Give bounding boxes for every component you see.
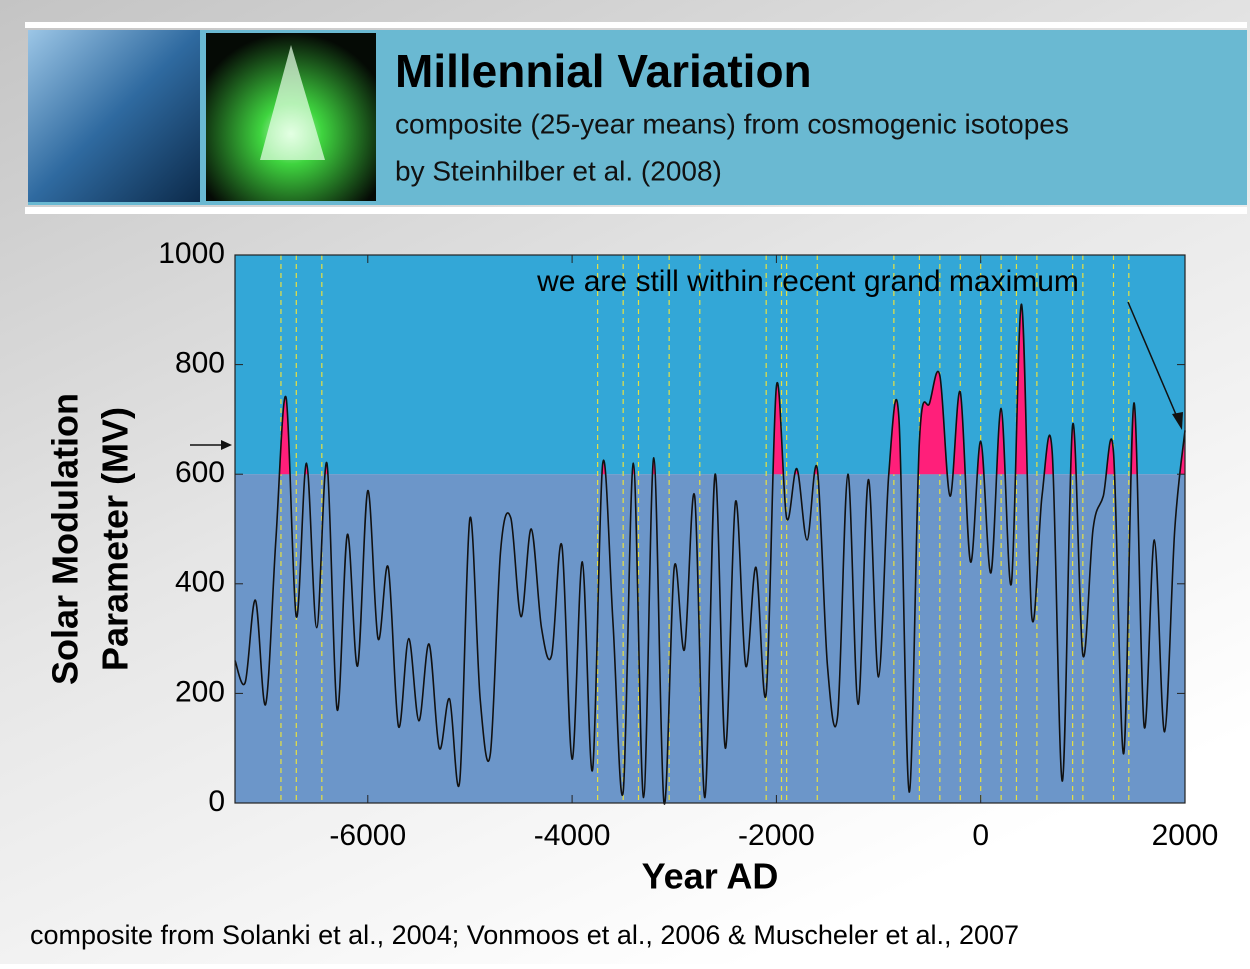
x-tick-label: -2000 [738, 819, 815, 852]
photo-cone [260, 45, 325, 160]
y-tick-label: 1000 [158, 237, 225, 270]
stripe [25, 207, 1247, 214]
photo-ice [28, 30, 200, 202]
above-threshold-fill [279, 304, 1185, 475]
stripe [25, 22, 1247, 28]
title: Millennial Variation [395, 45, 812, 97]
byline: by Steinhilber et al. (2008) [395, 155, 722, 186]
subtitle: composite (25-year means) from cosmogeni… [395, 108, 1069, 139]
y-tick-label: 600 [175, 456, 225, 489]
x-tick-label: 2000 [1152, 819, 1219, 852]
y-axis-label: Solar Modulation [45, 393, 86, 685]
y-axis-label: Parameter (MV) [95, 407, 136, 671]
chart: 0 200 400 600 800 1000 -6000 -4000 -2000 0 2000 Yea… [45, 237, 1219, 897]
y-tick-label: 200 [175, 675, 225, 708]
x-tick-label: 0 [972, 819, 989, 852]
x-axis-label: Year AD [642, 856, 779, 897]
y-tick-label: 800 [175, 347, 225, 380]
plot-frame [234, 254, 1186, 804]
y-tick-label: 400 [175, 566, 225, 599]
y-tick-label: 0 [208, 785, 225, 818]
arrow-head [221, 440, 232, 450]
x-tick-label: -4000 [534, 819, 611, 852]
annotation: we are still within recent grand maximum [536, 265, 1079, 298]
footer: composite from Solanki et al., 2004; Von… [30, 920, 1019, 950]
x-tick-label: -6000 [329, 819, 406, 852]
annotation-arrow [1127, 301, 1181, 425]
series-line [234, 303, 1186, 805]
arrow-head [1172, 412, 1183, 430]
